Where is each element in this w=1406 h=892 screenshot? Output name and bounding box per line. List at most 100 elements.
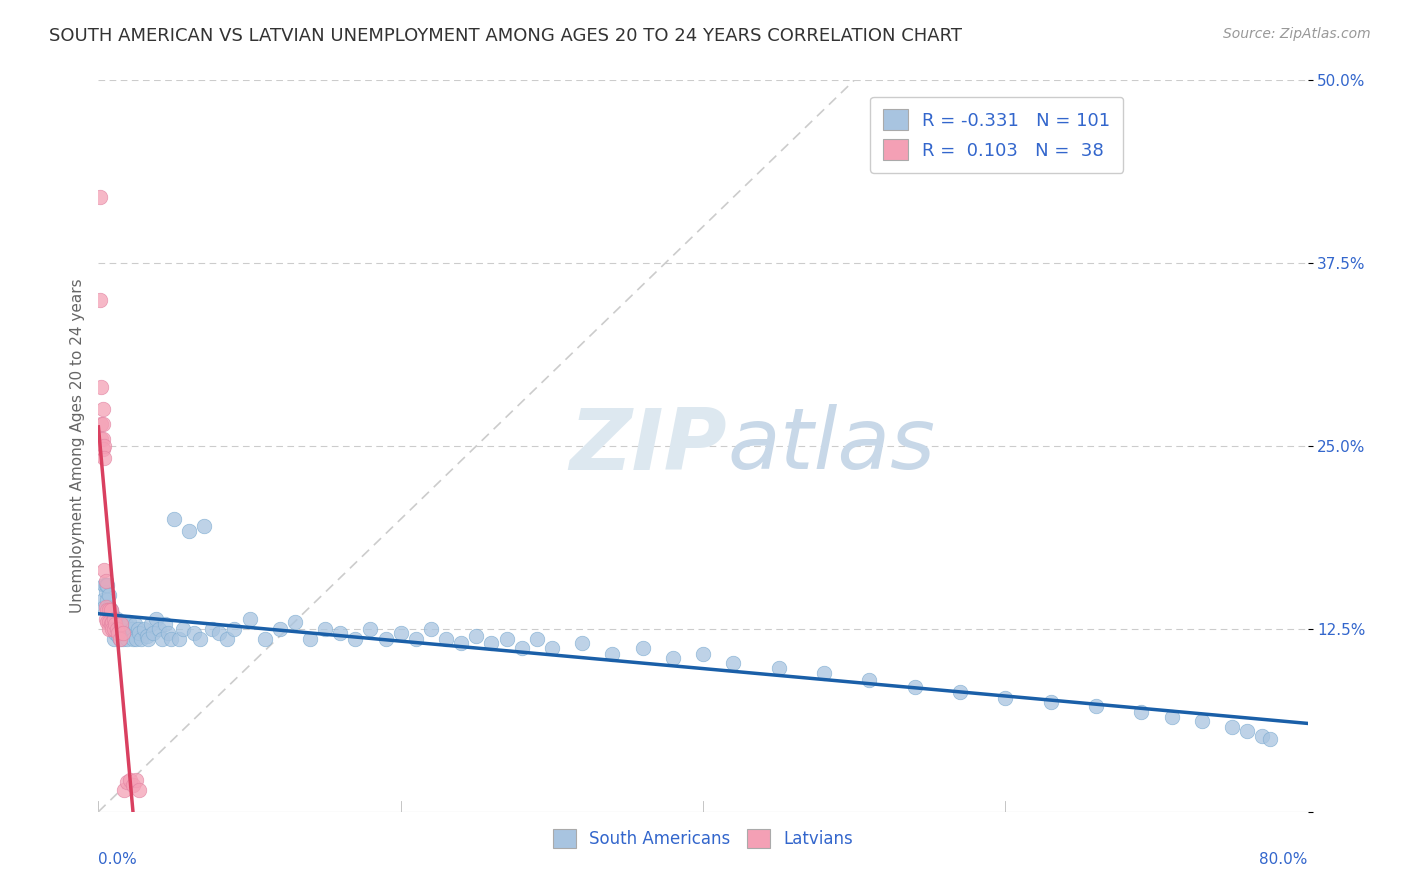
Point	[420, 622, 443, 636]
Point	[122, 632, 145, 646]
Point	[160, 632, 183, 646]
Point	[193, 519, 215, 533]
Point	[128, 626, 150, 640]
Point	[105, 622, 128, 636]
Point	[112, 782, 135, 797]
Point	[96, 592, 118, 607]
Point	[148, 622, 170, 636]
Point	[98, 588, 121, 602]
Point	[124, 617, 146, 632]
Point	[1130, 705, 1153, 719]
Y-axis label: Unemployment Among Ages 20 to 24 years: Unemployment Among Ages 20 to 24 years	[69, 278, 84, 614]
Point	[510, 640, 533, 655]
Point	[167, 632, 190, 646]
Point	[90, 417, 112, 431]
Point	[723, 656, 745, 670]
Point	[360, 622, 382, 636]
Point	[121, 622, 143, 636]
Point	[132, 622, 155, 636]
Point	[136, 632, 159, 646]
Point	[122, 778, 145, 792]
Point	[98, 603, 121, 617]
Point	[540, 640, 562, 655]
Point	[1251, 729, 1274, 743]
Point	[101, 617, 124, 632]
Point	[104, 617, 127, 632]
Point	[142, 626, 165, 640]
Point	[103, 632, 125, 646]
Point	[93, 450, 115, 465]
Point	[107, 626, 129, 640]
Point	[94, 585, 117, 599]
Point	[100, 603, 122, 617]
Point	[1258, 731, 1281, 746]
Point	[405, 632, 427, 646]
Point	[163, 512, 186, 526]
Text: atlas: atlas	[727, 404, 935, 488]
Point	[111, 632, 134, 646]
Point	[201, 622, 224, 636]
Text: 0.0%: 0.0%	[98, 852, 138, 867]
Point	[858, 673, 880, 687]
Point	[994, 690, 1017, 705]
Point	[145, 612, 167, 626]
Point	[110, 617, 132, 632]
Point	[89, 293, 111, 307]
Point	[96, 578, 118, 592]
Point	[239, 612, 262, 626]
Point	[125, 772, 148, 787]
Point	[107, 617, 129, 632]
Point	[1039, 695, 1062, 709]
Point	[949, 685, 972, 699]
Point	[103, 617, 125, 632]
Point	[153, 617, 176, 632]
Point	[103, 612, 125, 626]
Point	[135, 629, 157, 643]
Point	[96, 615, 118, 629]
Point	[329, 626, 352, 640]
Point	[215, 632, 238, 646]
Point	[128, 782, 150, 797]
Point	[661, 651, 683, 665]
Point	[110, 626, 132, 640]
Point	[495, 632, 517, 646]
Point	[118, 615, 141, 629]
Point	[465, 629, 488, 643]
Point	[115, 775, 138, 789]
Legend: South Americans, Latvians: South Americans, Latvians	[546, 822, 860, 855]
Point	[91, 402, 114, 417]
Point	[120, 772, 142, 787]
Text: Source: ZipAtlas.com: Source: ZipAtlas.com	[1223, 27, 1371, 41]
Point	[98, 622, 121, 636]
Point	[481, 636, 503, 650]
Point	[813, 665, 835, 680]
Text: 80.0%: 80.0%	[1260, 852, 1308, 867]
Point	[188, 632, 211, 646]
Point	[253, 632, 276, 646]
Point	[692, 647, 714, 661]
Point	[125, 632, 148, 646]
Point	[150, 632, 173, 646]
Point	[389, 626, 412, 640]
Point	[93, 439, 115, 453]
Point	[156, 626, 179, 640]
Point	[127, 622, 149, 636]
Point	[114, 617, 136, 632]
Point	[172, 622, 194, 636]
Point	[98, 615, 121, 629]
Point	[105, 622, 128, 636]
Point	[208, 626, 231, 640]
Point	[299, 632, 322, 646]
Point	[1160, 709, 1182, 723]
Point	[571, 636, 593, 650]
Point	[314, 622, 336, 636]
Point	[374, 632, 396, 646]
Point	[1191, 714, 1213, 728]
Point	[434, 632, 457, 646]
Point	[224, 622, 246, 636]
Point	[141, 617, 163, 632]
Point	[107, 629, 129, 643]
Point	[269, 622, 291, 636]
Point	[104, 626, 127, 640]
Point	[1236, 724, 1258, 739]
